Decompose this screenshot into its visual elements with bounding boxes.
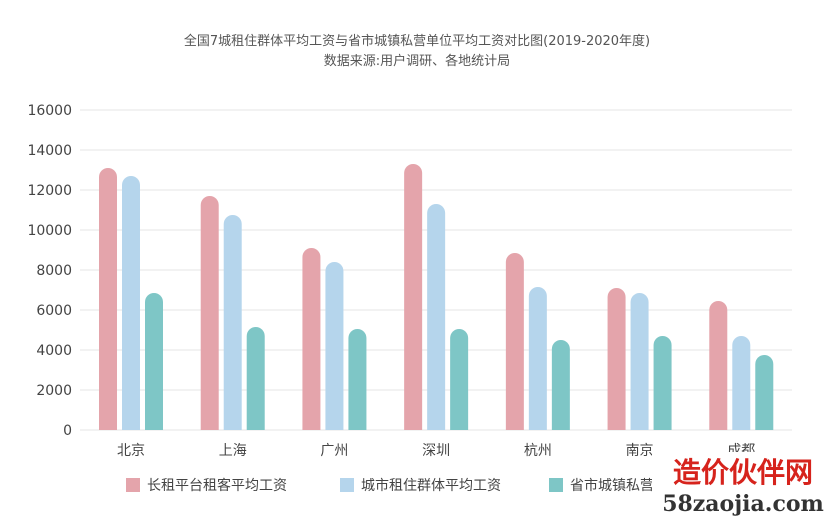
bar [223, 215, 242, 430]
bar [302, 248, 321, 430]
bar-group [709, 301, 774, 430]
y-tick-label: 12000 [27, 183, 72, 199]
bar [145, 293, 163, 430]
bar [122, 176, 140, 430]
bar [732, 336, 751, 430]
y-tick-label: 0 [63, 423, 72, 439]
legend-swatch [549, 478, 563, 492]
bar-group [200, 196, 265, 430]
bar [325, 262, 344, 430]
x-category-label: 广州 [320, 443, 348, 459]
bar-group [607, 288, 672, 430]
watermark-name: 造价伙伴网 [673, 456, 813, 489]
bar-group [302, 248, 367, 430]
x-category-label: 上海 [219, 443, 247, 459]
legend-swatch [340, 478, 354, 492]
bar-group [505, 253, 570, 430]
x-category-label: 南京 [626, 443, 654, 459]
chart-subtitle: 数据来源:用户调研、各地统计局 [324, 53, 510, 69]
bar [630, 293, 649, 430]
bar [427, 204, 446, 430]
bar [200, 196, 219, 430]
x-category-label: 杭州 [524, 443, 552, 459]
y-tick-label: 8000 [36, 263, 72, 279]
bar [607, 288, 626, 430]
y-tick-label: 14000 [27, 143, 72, 159]
y-tick-label: 16000 [27, 103, 72, 119]
bar [505, 253, 524, 430]
watermark-background [652, 452, 834, 516]
y-axis-ticks: 0 2000 4000 6000 8000 10000 12000 14000 16000 [27, 103, 72, 439]
y-tick-label: 10000 [27, 223, 72, 239]
bar [246, 327, 265, 430]
bar [348, 329, 367, 430]
bar [99, 168, 117, 430]
legend-swatch [126, 478, 140, 492]
y-tick-label: 4000 [36, 343, 72, 359]
x-category-label: 北京 [117, 443, 145, 459]
chart-title: 全国7城租住群体平均工资与省市城镇私营单位平均工资对比图(2019-2020年度… [184, 33, 650, 49]
legend: 长租平台租客平均工资城市租住群体平均工资省市城镇私营单位平均工资 [126, 477, 738, 494]
bars [99, 164, 774, 431]
bar [450, 329, 469, 430]
watermark-logo: 造价伙伴网 58zaojia.com [652, 452, 834, 516]
legend-label: 长租平台租客平均工资 [147, 477, 287, 494]
y-tick-label: 6000 [36, 303, 72, 319]
bar [551, 340, 570, 430]
bar [528, 287, 547, 430]
bar-group [99, 168, 163, 430]
legend-label: 城市租住群体平均工资 [361, 477, 501, 494]
bar-group [404, 164, 469, 431]
bar [755, 355, 774, 430]
bar [709, 301, 728, 430]
bar [404, 164, 423, 431]
y-tick-label: 2000 [36, 383, 72, 399]
watermark-url: 58zaojia.com [662, 491, 824, 516]
x-category-label: 深圳 [422, 443, 450, 459]
bar [653, 336, 672, 430]
